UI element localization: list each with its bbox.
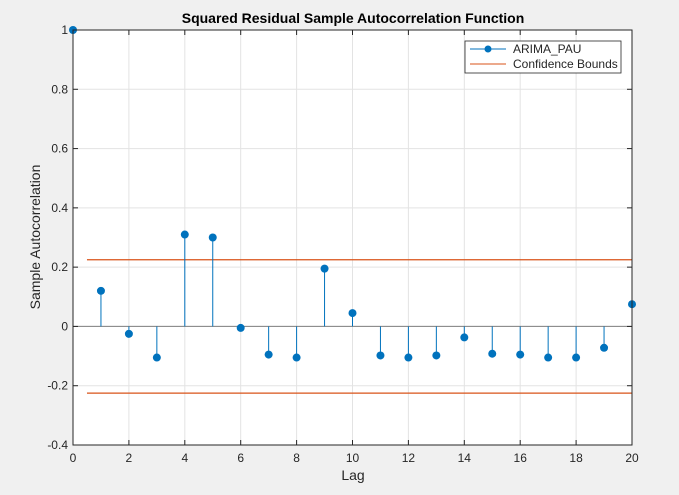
stem-marker [180, 230, 189, 239]
x-tick-label: 18 [569, 451, 583, 465]
chart-title: Squared Residual Sample Autocorrelation … [182, 10, 525, 26]
y-tick-label: 0.8 [51, 82, 68, 96]
confidence-bounds-layer [86, 259, 632, 394]
x-tick-label: 0 [70, 451, 77, 465]
stem-marker [208, 233, 217, 242]
stem-marker [488, 349, 497, 358]
stem-marker [544, 353, 553, 362]
stem-marker [152, 353, 161, 362]
stem-marker [376, 351, 385, 360]
stem-marker [348, 309, 357, 318]
x-tick-label: 4 [181, 451, 188, 465]
legend-series-label: ARIMA_PAU [513, 42, 581, 56]
legend: ARIMA_PAU Confidence Bounds [464, 40, 622, 74]
x-tick-label: 14 [458, 451, 472, 465]
x-tick-label: 8 [293, 451, 300, 465]
x-axis-label: Lag [341, 467, 364, 483]
stem-marker [96, 286, 105, 295]
stem-series [69, 26, 636, 362]
stem-marker [236, 323, 245, 332]
stem-marker [292, 353, 301, 362]
stem-marker [404, 353, 413, 362]
legend-box [464, 40, 622, 74]
y-axis-ticks: -0.4 -0.2 0 0.2 0.4 0.6 0.8 1 [47, 23, 632, 452]
y-tick-label: 0.4 [51, 201, 68, 215]
stem-marker [460, 333, 469, 342]
y-tick-label: 0.2 [51, 260, 68, 274]
x-tick-label: 12 [402, 451, 416, 465]
x-axis-ticks: 0 2 4 6 8 10 12 14 16 18 20 [70, 30, 639, 465]
x-tick-label: 2 [126, 451, 133, 465]
x-tick-label: 16 [514, 451, 528, 465]
x-tick-label: 6 [237, 451, 244, 465]
stem-marker [124, 329, 133, 338]
legend-series-marker [484, 45, 492, 53]
stem-marker [572, 353, 581, 362]
y-axis-label: Sample Autocorrelation [27, 165, 43, 310]
stem-marker [432, 351, 441, 360]
x-tick-label: 20 [625, 451, 639, 465]
x-tick-label: 10 [346, 451, 360, 465]
y-tick-label: -0.2 [47, 379, 68, 393]
stem-marker [320, 264, 329, 273]
y-tick-label: -0.4 [47, 438, 68, 452]
y-tick-label: 0.6 [51, 142, 68, 156]
y-tick-label: 0 [61, 319, 68, 333]
stem-marker [516, 350, 525, 359]
legend-bounds-label: Confidence Bounds [513, 57, 618, 71]
y-tick-label: 1 [61, 23, 68, 37]
stem-marker [600, 343, 609, 352]
stem-marker [264, 350, 273, 359]
